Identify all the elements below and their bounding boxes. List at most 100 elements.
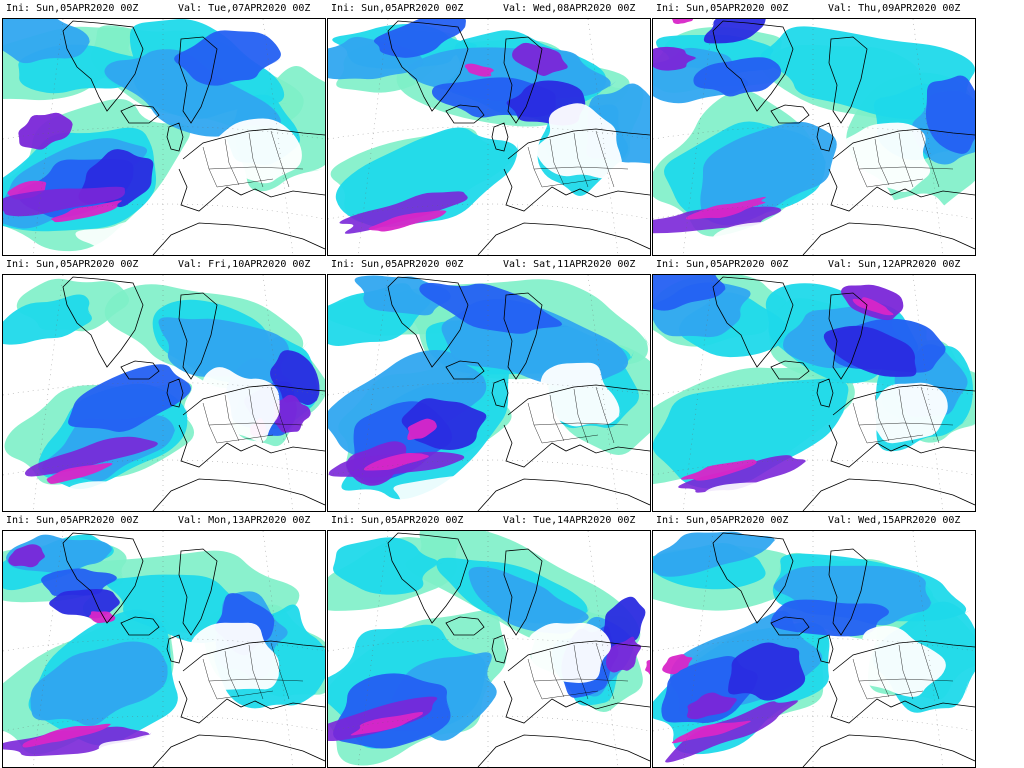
coastline-scandinavia bbox=[178, 292, 218, 380]
country-borders bbox=[202, 130, 304, 188]
forecast-map-graphic bbox=[328, 531, 650, 767]
coastline-british-isles bbox=[816, 378, 834, 408]
precip-contour-area bbox=[671, 19, 694, 24]
forecast-map bbox=[327, 18, 651, 256]
country-border-lines bbox=[527, 130, 629, 188]
precip-contour-area bbox=[49, 589, 122, 619]
dry-area bbox=[98, 734, 219, 767]
forecast-map-graphic bbox=[328, 275, 650, 511]
country-border-lines bbox=[852, 642, 954, 700]
precip-contour-area bbox=[88, 611, 116, 624]
forecast-map bbox=[2, 530, 326, 768]
precip-contour-area bbox=[8, 544, 47, 568]
precip-contour-area bbox=[700, 121, 840, 226]
dry-area bbox=[393, 475, 500, 510]
precip-contour-area bbox=[273, 394, 311, 433]
coastlines bbox=[62, 276, 325, 511]
precip-core-streak bbox=[653, 206, 784, 234]
precip-contour-area bbox=[174, 30, 284, 86]
forecast-map bbox=[652, 274, 976, 512]
forecast-panel: Ini: Sun,05APR2020 00Z Val: Sun,12APR202… bbox=[652, 256, 976, 512]
precip-contour-area bbox=[653, 378, 849, 489]
forecast-map bbox=[2, 18, 326, 256]
precip-contour-area bbox=[512, 42, 570, 76]
precip-contour-area bbox=[158, 317, 290, 382]
dry-area bbox=[864, 382, 948, 444]
coastline-iceland bbox=[445, 616, 485, 636]
valid-time-label: Val: Thu,09APR2020 00Z bbox=[828, 3, 961, 14]
dry-area bbox=[161, 445, 325, 511]
coastline-iceland bbox=[120, 616, 160, 636]
valid-time-label: Val: Tue,07APR2020 00Z bbox=[178, 3, 311, 14]
coastline-greenland bbox=[387, 20, 469, 112]
coastline-iceland bbox=[445, 104, 485, 124]
forecast-map-graphic bbox=[653, 19, 975, 255]
precip-contour-area bbox=[407, 418, 437, 441]
forecast-map bbox=[2, 274, 326, 512]
dry-areas bbox=[393, 362, 650, 511]
precip-core-streak bbox=[671, 720, 754, 744]
dry-area bbox=[749, 734, 874, 767]
precip-contour-area bbox=[464, 63, 494, 77]
coastline-europe-africa bbox=[477, 640, 650, 767]
country-border-lines bbox=[852, 130, 954, 188]
forecast-map bbox=[652, 18, 976, 256]
coastline-iceland bbox=[120, 104, 160, 124]
init-time-label: Ini: Sun,05APR2020 00Z bbox=[331, 515, 464, 526]
dry-area bbox=[712, 222, 850, 255]
coastline-british-isles bbox=[816, 634, 834, 664]
forecast-map-graphic bbox=[3, 275, 325, 511]
coastline-europe-africa bbox=[477, 128, 650, 255]
forecast-map-graphic bbox=[653, 275, 975, 511]
precip-contour-area bbox=[18, 112, 73, 150]
init-time-label: Ini: Sun,05APR2020 00Z bbox=[656, 259, 789, 270]
valid-time-label: Val: Wed,08APR2020 00Z bbox=[503, 3, 636, 14]
precip-contour-area bbox=[335, 127, 519, 228]
dry-areas bbox=[425, 622, 650, 767]
coastline-greenland bbox=[387, 276, 469, 368]
coastline-greenland bbox=[712, 532, 794, 624]
precip-core-streak bbox=[685, 196, 766, 220]
coastline-iceland bbox=[770, 360, 810, 380]
forecast-map-graphic bbox=[3, 19, 325, 255]
dry-area bbox=[214, 118, 302, 184]
country-borders bbox=[527, 386, 629, 444]
precip-contour-area bbox=[760, 26, 975, 120]
coastline-british-isles bbox=[816, 122, 834, 152]
panel-header: Ini: Sun,05APR2020 00Z Val: Tue,07APR202… bbox=[2, 0, 326, 18]
coastline-scandinavia bbox=[503, 548, 543, 636]
coastlines bbox=[712, 20, 975, 255]
coastline-iceland bbox=[120, 360, 160, 380]
precip-core-streak bbox=[46, 462, 115, 484]
country-border-lines bbox=[202, 130, 304, 188]
country-border-lines bbox=[527, 642, 629, 700]
coastline-europe-africa bbox=[802, 640, 975, 767]
coastline-greenland bbox=[712, 20, 794, 112]
coastline-scandinavia bbox=[828, 292, 868, 380]
dry-areas bbox=[75, 118, 325, 255]
dry-area bbox=[800, 455, 975, 511]
coastlines bbox=[387, 276, 650, 511]
init-time-label: Ini: Sun,05APR2020 00Z bbox=[331, 3, 464, 14]
dry-area bbox=[425, 730, 537, 767]
coastline-iceland bbox=[770, 104, 810, 124]
coastline-british-isles bbox=[166, 634, 184, 664]
valid-time-label: Val: Fri,10APR2020 00Z bbox=[178, 259, 311, 270]
forecast-map-graphic bbox=[328, 19, 650, 255]
coastline-scandinavia bbox=[178, 548, 218, 636]
precip-core-streak bbox=[678, 455, 808, 493]
forecast-map bbox=[327, 274, 651, 512]
dry-areas bbox=[98, 622, 324, 767]
dry-area bbox=[498, 450, 650, 511]
precip-contour-area bbox=[30, 641, 169, 726]
coastline-scandinavia bbox=[503, 36, 543, 124]
precip-contour-area bbox=[693, 57, 783, 97]
coastlines bbox=[387, 532, 650, 767]
panel-header: Ini: Sun,05APR2020 00Z Val: Wed,15APR202… bbox=[652, 512, 976, 530]
country-borders bbox=[852, 386, 954, 444]
country-borders bbox=[527, 130, 629, 188]
panel-header: Ini: Sun,05APR2020 00Z Val: Tue,14APR202… bbox=[327, 512, 651, 530]
dry-areas bbox=[749, 625, 975, 767]
coastline-greenland bbox=[62, 276, 144, 368]
